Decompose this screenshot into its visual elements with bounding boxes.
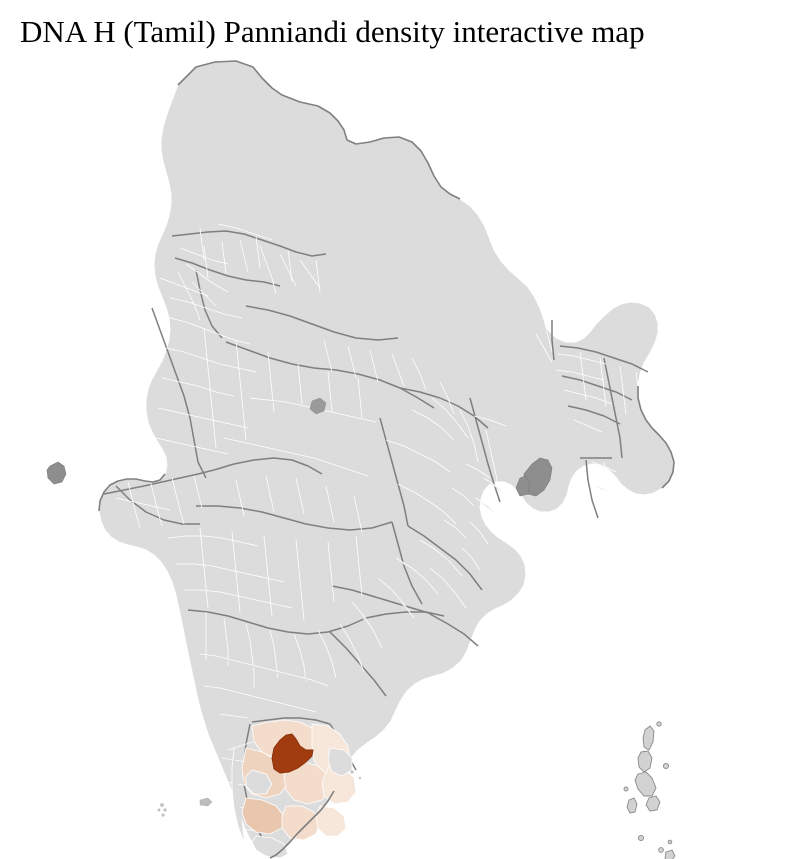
tn-district[interactable] [283, 761, 331, 805]
kutch-rann-patch [46, 461, 67, 485]
map-svg[interactable] [0, 58, 811, 859]
tn-district[interactable] [315, 805, 347, 837]
tn-district[interactable] [241, 797, 285, 835]
country-outline [98, 60, 675, 859]
sundarbans-delta [515, 457, 553, 497]
inland-dark-patch [309, 397, 327, 415]
india-choropleth-map[interactable] [0, 58, 811, 859]
page-title: DNA H (Tamil) Panniandi density interact… [20, 14, 645, 49]
misc-islets [350, 770, 362, 780]
peak-density-district[interactable] [271, 733, 314, 774]
lakshadweep-islands[interactable] [157, 797, 213, 859]
tn-district-nodata[interactable] [245, 769, 273, 795]
tn-district-nodata[interactable] [327, 747, 353, 777]
district-boundaries [115, 223, 641, 843]
andaman-nicobar-islands[interactable] [623, 721, 676, 859]
tn-district[interactable] [281, 805, 321, 841]
